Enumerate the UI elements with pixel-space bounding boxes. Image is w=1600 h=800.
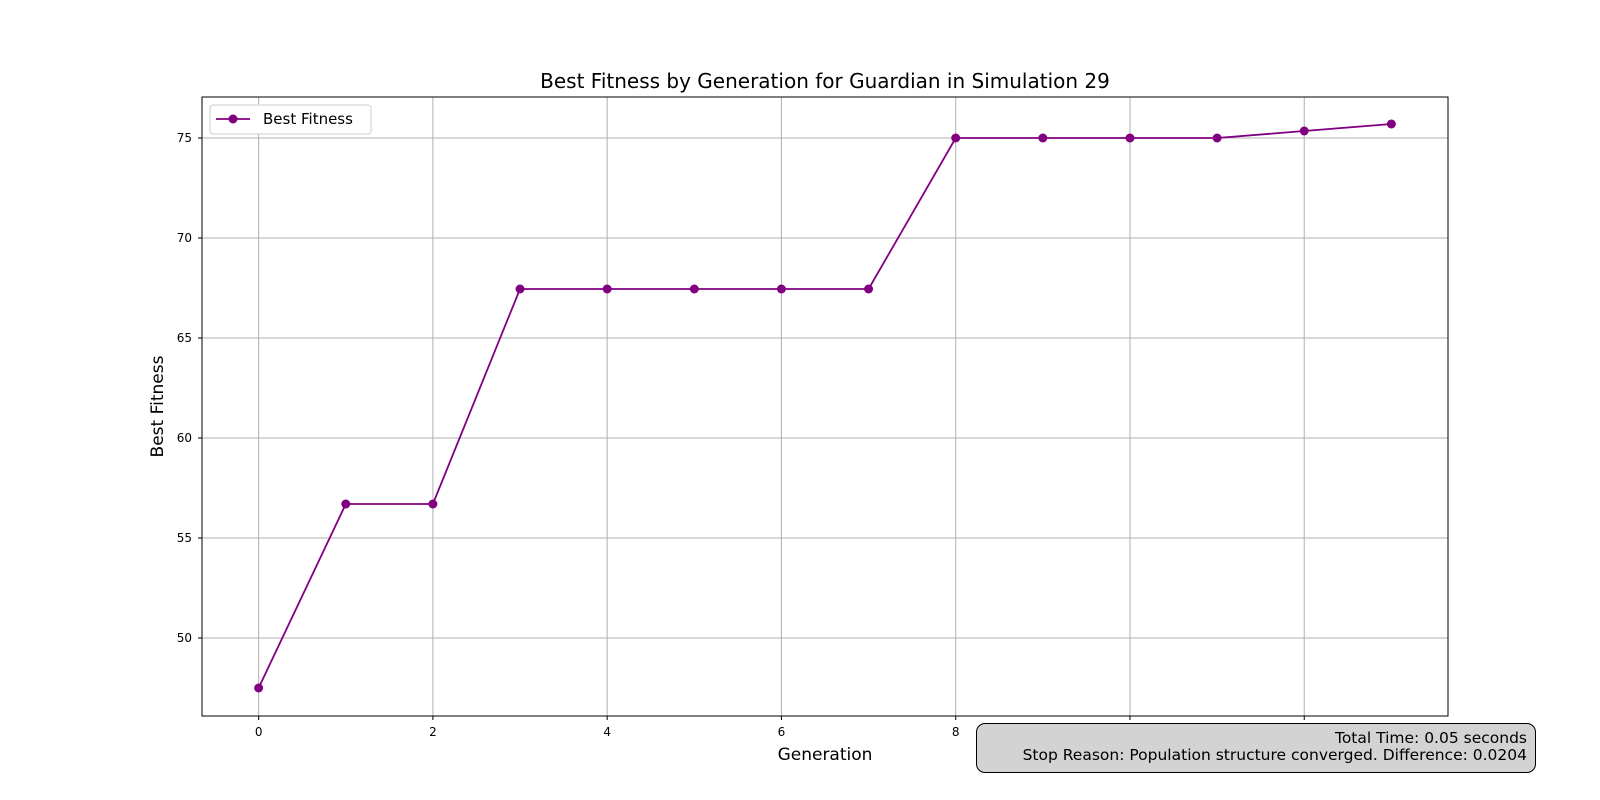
x-axis-label: Generation — [778, 745, 873, 765]
chart-title: Best Fitness by Generation for Guardian … — [540, 69, 1110, 93]
x-tick-label: 4 — [603, 725, 611, 739]
x-tick-label: 0 — [255, 725, 263, 739]
data-point — [428, 499, 438, 509]
y-axis-label: Best Fitness — [148, 355, 168, 457]
y-tick-label: 70 — [177, 231, 192, 245]
legend-marker — [228, 114, 238, 124]
legend-label: Best Fitness — [263, 110, 353, 128]
data-point — [341, 499, 351, 509]
data-point — [515, 284, 525, 294]
y-tick-label: 55 — [177, 531, 192, 545]
data-point — [776, 284, 786, 294]
legend: Best Fitness — [209, 104, 372, 135]
y-tick-label: 60 — [177, 431, 192, 445]
data-point — [1386, 119, 1396, 129]
x-tick-label: 8 — [952, 725, 960, 739]
stop-reason-text: Stop Reason: Population structure conver… — [1022, 746, 1527, 764]
run-info-box: Total Time: 0.05 seconds Stop Reason: Po… — [976, 723, 1536, 773]
data-point — [1299, 126, 1309, 136]
data-point — [689, 284, 699, 294]
y-tick-label: 75 — [177, 131, 192, 145]
grid-lines — [202, 97, 1448, 716]
data-point — [951, 133, 961, 143]
series-line — [257, 123, 1392, 689]
plot-frame — [201, 96, 1449, 717]
data-point — [864, 284, 874, 294]
data-point — [254, 683, 264, 693]
x-tick-label: 6 — [778, 725, 786, 739]
y-tick-label: 50 — [177, 631, 192, 645]
data-point — [1038, 133, 1048, 143]
x-axis-ticks: 0 2 4 6 8 — [255, 716, 1305, 739]
data-point — [1212, 133, 1222, 143]
series-best-fitness — [254, 119, 1396, 693]
data-point — [602, 284, 612, 294]
total-time-text: Total Time: 0.05 seconds — [1334, 729, 1527, 747]
legend-box — [209, 104, 372, 135]
y-axis-ticks: 50 55 60 65 70 75 — [177, 131, 202, 645]
x-tick-label: 2 — [429, 725, 437, 739]
y-tick-label: 65 — [177, 331, 192, 345]
data-point — [1125, 133, 1135, 143]
